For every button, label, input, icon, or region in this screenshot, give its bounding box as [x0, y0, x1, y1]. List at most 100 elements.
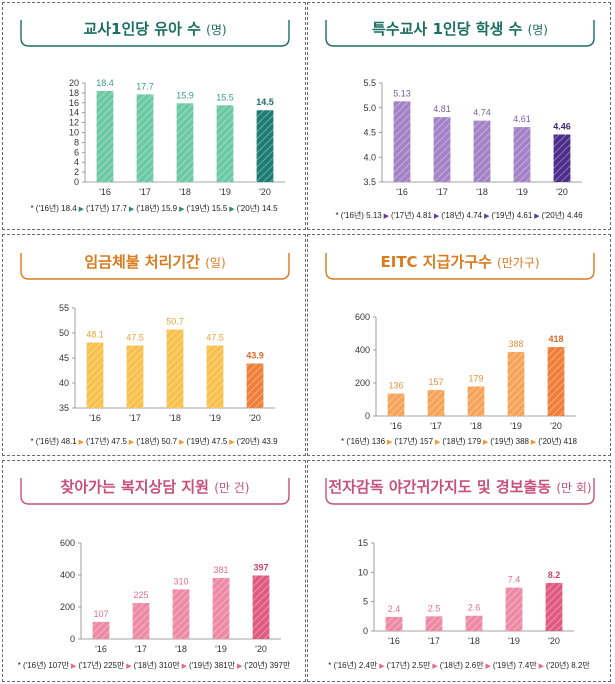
footnote-item: * ('16년) 136 — [341, 437, 386, 446]
chart-panel-special-teacher-ratio: 특수교사 1인당 학생 수 (명) 3.5 4.0 4.5 5.0 5.5 5.13 '16 4… — [307, 2, 611, 230]
chart-title-text: 교사1인당 유아 수 — [83, 20, 206, 38]
footnote-item: ('19년) 47.5 — [186, 437, 228, 446]
footnote-item: ('18년) 310만 — [133, 661, 180, 670]
x-tick-label: '20 — [550, 421, 562, 431]
footnote-item: ('20년) 418 — [538, 437, 577, 446]
data-label: 2.4 — [388, 604, 401, 614]
y-tick-label: 3.5 — [363, 177, 376, 187]
y-tick-label: 0 — [70, 634, 75, 644]
data-label: 2.5 — [428, 603, 441, 613]
y-tick-label: 15 — [358, 538, 368, 548]
x-tick-label: '19 — [508, 636, 520, 646]
footnote-item: ('19년) 4.61 — [491, 211, 533, 220]
chart-canvas: 찾아가는 복지상담 지원 (만 건) 0 200 400 600 107 '16 225 '17… — [20, 478, 290, 654]
data-label: 157 — [428, 377, 443, 387]
y-tick-label: 0 — [74, 177, 79, 187]
data-label: 43.9 — [246, 351, 264, 361]
y-tick-label: 40 — [59, 378, 69, 388]
y-tick-label: 0 — [365, 411, 370, 421]
arrow-right-icon: ▶ — [76, 206, 86, 213]
footnote-item: ('20년) 14.5 — [236, 204, 278, 213]
chart-panel-welfare-counseling: 찾아가는 복지상담 지원 (만 건) 0 200 400 600 107 '16 225 '17… — [2, 460, 306, 682]
data-label: 4.81 — [433, 104, 451, 114]
footnote-item: * ('16년) 48.1 — [30, 437, 77, 446]
bar — [505, 587, 523, 631]
data-label: 381 — [213, 565, 228, 575]
title-bracket — [20, 253, 290, 280]
y-tick-label: 400 — [355, 345, 370, 355]
title-bracket — [325, 20, 595, 47]
footnote-item: ('17년) 2.5만 — [386, 661, 431, 670]
bar — [427, 390, 445, 416]
chart-unit: (일) — [205, 256, 225, 270]
x-tick-label: '17 — [428, 636, 440, 646]
bar — [545, 582, 563, 631]
x-tick-label: '17 — [129, 413, 141, 423]
y-tick-label: 6 — [74, 147, 79, 157]
footnote-item: ('18년) 2.6만 — [439, 661, 484, 670]
y-tick-label: 45 — [59, 353, 69, 363]
chart-canvas: 특수교사 1인당 학생 수 (명) 3.5 4.0 4.5 5.0 5.5 5.13 '16 4… — [325, 20, 595, 197]
footnote-item: ('17년) 157 — [394, 437, 434, 446]
x-tick-label: '19 — [215, 644, 227, 654]
bar — [252, 575, 270, 639]
chart-unit: (만가구) — [497, 256, 539, 270]
y-tick-label: 10 — [69, 128, 79, 138]
chart-panel-electronic-monitoring: 전자감독 야간귀가지도 및 경보출동 (만 회) 0 5 10 15 2.4 '16 2.5 '… — [307, 460, 611, 682]
y-tick-label: 10 — [358, 567, 368, 577]
footnote: * ('16년) 136 ▶ ('17년) 157 ▶ ('18년) 179 ▶… — [308, 436, 610, 447]
data-label: 47.5 — [126, 333, 144, 343]
bar — [212, 578, 230, 639]
x-tick-label: '16 — [99, 187, 111, 197]
footnote-item: ('17년) 225만 — [78, 661, 125, 670]
footnote-item: ('20년) 43.9 — [236, 437, 278, 446]
x-tick-label: '18 — [169, 413, 181, 423]
x-tick-label: '18 — [175, 644, 187, 654]
footnote-item: * ('16년) 2.4만 — [328, 661, 378, 670]
data-label: 7.4 — [508, 575, 521, 585]
footnote: * ('16년) 107만 ▶ ('17년) 225만 ▶ ('18년) 310… — [3, 660, 305, 671]
arrow-right-icon: ▶ — [177, 439, 187, 446]
footnote-item: ('20년) 397만 — [244, 661, 291, 670]
arrow-right-icon: ▶ — [227, 439, 237, 446]
arrow-right-icon: ▶ — [179, 663, 189, 670]
x-tick-label: '18 — [179, 187, 191, 197]
y-tick-label: 8 — [74, 137, 79, 147]
data-label: 418 — [548, 334, 563, 344]
y-tick-label: 2 — [74, 167, 79, 177]
footnote-item: ('20년) 8.2만 — [545, 661, 590, 670]
data-label: 2.6 — [468, 603, 481, 613]
chart-title-text: 임금체불 처리기간 — [84, 253, 205, 271]
footnote-item: ('20년) 4.46 — [541, 211, 583, 220]
x-tick-label: '17 — [436, 187, 448, 197]
x-tick-label: '19 — [219, 187, 231, 197]
bar — [385, 616, 403, 631]
arrow-right-icon: ▶ — [177, 206, 187, 213]
footnote-item: * ('16년) 107만 — [17, 661, 70, 670]
arrow-right-icon: ▶ — [126, 206, 137, 213]
footnote-item: ('18년) 15.9 — [136, 204, 178, 213]
x-tick-label: '20 — [255, 644, 267, 654]
title-bracket — [325, 478, 595, 505]
data-label: 4.61 — [513, 114, 531, 124]
x-tick-label: '18 — [470, 421, 482, 431]
data-label: 225 — [133, 590, 148, 600]
chart-panel-eitc: EITC 지급가구수 (만가구) 0 200 400 600 136 '16 157 '17 17… — [307, 234, 611, 456]
x-tick-label: '16 — [390, 421, 402, 431]
chart-title: 전자감독 야간귀가지도 및 경보출동 (만 회) — [328, 478, 591, 496]
bar — [246, 363, 264, 408]
arrow-right-icon: ▶ — [377, 663, 387, 670]
bar — [553, 134, 571, 182]
arrow-right-icon: ▶ — [235, 663, 245, 670]
arrow-right-icon: ▶ — [536, 663, 546, 670]
y-tick-label: 600 — [60, 538, 75, 548]
y-tick-label: 35 — [59, 403, 69, 413]
arrow-right-icon: ▶ — [430, 663, 440, 670]
y-tick-label: 18 — [69, 88, 79, 98]
title-bracket — [20, 20, 290, 47]
chart-title: EITC 지급가구수 (만가구) — [381, 253, 540, 271]
data-label: 397 — [253, 562, 268, 572]
bar — [513, 127, 531, 182]
chart-title-text: 전자감독 야간귀가지도 및 경보출동 — [328, 478, 556, 496]
bar — [393, 101, 411, 182]
